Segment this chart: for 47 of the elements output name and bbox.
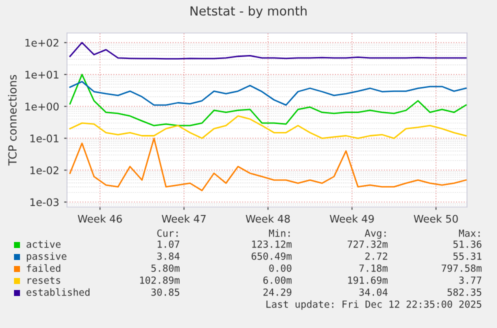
text: 1.07 — [158, 240, 180, 248]
line-series — [69, 80, 467, 106]
text: 3.77 — [459, 276, 482, 284]
text: Min: — [268, 229, 290, 237]
y-tick-label: 1e+01 — [25, 70, 58, 79]
x-tick-label: Week 47 — [162, 214, 206, 223]
y-tick-label: 1e-02 — [30, 166, 58, 174]
line-series — [69, 138, 467, 192]
legend-label: resets — [28, 276, 60, 284]
text: 6.00m — [263, 276, 292, 284]
text: Last update: Fri Dec 12 22:35:00 2025 — [266, 300, 482, 310]
legend-label: passive — [26, 252, 66, 262]
text: 0.00 — [269, 264, 292, 272]
text: 3.84 — [157, 252, 180, 260]
text: 727.32m — [348, 240, 388, 248]
y-tick-label: 1e+00 — [25, 102, 59, 110]
text: 7.18m — [359, 264, 388, 272]
x-tick-label: Week 50 — [414, 214, 458, 223]
chart-title: Netstat - by month — [190, 6, 307, 18]
y-tick-label: 1e-03 — [30, 198, 59, 206]
text: Avg: — [364, 230, 386, 239]
legend-label: failed — [26, 264, 60, 272]
text: 582.35 — [448, 288, 482, 296]
text: 34.04 — [359, 288, 388, 296]
x-tick-label: Week 48 — [246, 214, 290, 223]
text: 55.31 — [453, 252, 482, 260]
text: 123.12m — [252, 240, 292, 248]
text: 650.49m — [252, 252, 292, 260]
text: Cur: — [157, 229, 178, 237]
text: 30.85 — [151, 288, 180, 296]
x-tick-label: Week 46 — [78, 214, 122, 223]
text: 191.69m — [348, 276, 388, 284]
y-tick-label: 1e+02 — [25, 38, 58, 47]
legend-label: active — [26, 240, 61, 248]
legend-label: established — [26, 288, 90, 296]
line-series — [69, 42, 467, 60]
text: 24.29 — [263, 288, 292, 296]
y-axis-title: TCP connections — [8, 74, 17, 166]
x-tick-label: Week 49 — [330, 214, 374, 223]
text: 797.58m — [442, 264, 482, 272]
text: 2.72 — [365, 252, 388, 260]
text: Max: — [458, 230, 480, 237]
line-series — [69, 74, 467, 126]
text: 5.80m — [151, 264, 180, 272]
text: 51.36 — [453, 240, 482, 248]
y-tick-label: 1e-01 — [30, 134, 58, 142]
text: 102.89m — [140, 276, 180, 284]
